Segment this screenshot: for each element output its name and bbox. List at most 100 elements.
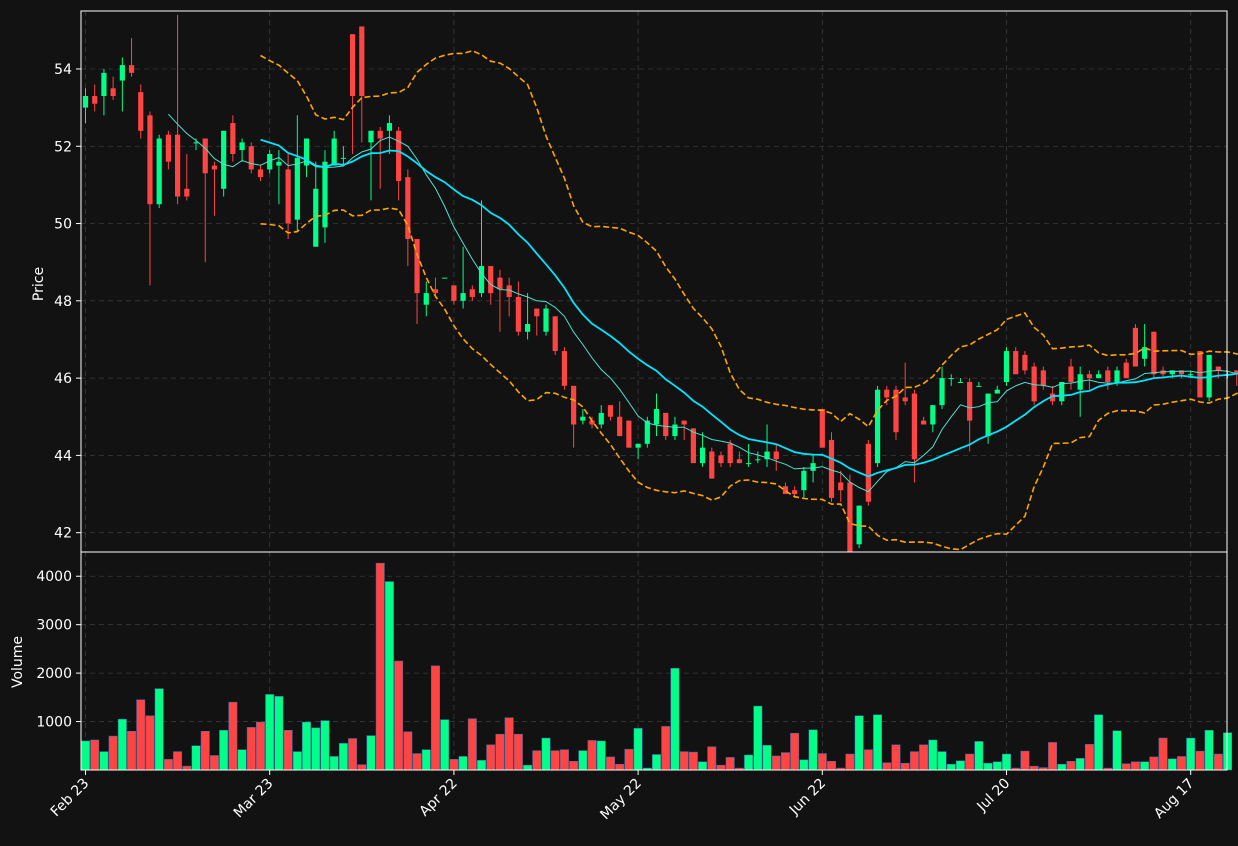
price-tick-label: 54 bbox=[54, 62, 72, 78]
candle-body bbox=[470, 289, 475, 297]
candle-body bbox=[930, 405, 935, 424]
volume-bar bbox=[993, 762, 1001, 770]
candle-body bbox=[580, 417, 585, 421]
volume-bar bbox=[965, 754, 973, 770]
volume-bar bbox=[809, 730, 817, 770]
candle-body bbox=[341, 158, 346, 159]
candle-body bbox=[1188, 374, 1193, 375]
candle-body bbox=[654, 409, 659, 424]
volume-tick-label: 3000 bbox=[36, 618, 72, 634]
volume-bar bbox=[367, 736, 375, 770]
candle-body bbox=[663, 413, 668, 436]
volume-bar bbox=[1085, 744, 1093, 770]
candle-body bbox=[1041, 370, 1046, 385]
candle-body bbox=[1022, 355, 1027, 370]
candle-body bbox=[1068, 367, 1073, 382]
volume-bar bbox=[754, 706, 762, 770]
candle-body bbox=[645, 421, 650, 444]
volume-bar bbox=[1214, 754, 1222, 770]
candle-body bbox=[599, 413, 604, 425]
volume-bar bbox=[394, 661, 402, 770]
candle-body bbox=[451, 285, 456, 300]
volume-bar bbox=[505, 718, 513, 770]
volume-bar bbox=[100, 752, 108, 770]
candle-body bbox=[1105, 370, 1110, 382]
candle-body bbox=[120, 65, 125, 80]
candle-body bbox=[359, 26, 364, 96]
candle-body bbox=[801, 471, 806, 490]
candle-body bbox=[875, 390, 880, 463]
volume-bar bbox=[137, 700, 145, 770]
volume-bar bbox=[1058, 764, 1066, 770]
volume-bar bbox=[358, 765, 366, 770]
volume-bar bbox=[404, 732, 412, 770]
volume-bar bbox=[910, 752, 918, 770]
candle-body bbox=[286, 169, 291, 223]
candle-body bbox=[516, 297, 521, 332]
candle-body bbox=[1013, 351, 1018, 374]
price-tick-label: 46 bbox=[54, 371, 72, 387]
candle-body bbox=[332, 139, 337, 166]
candle-body bbox=[350, 34, 355, 96]
volume-bar bbox=[229, 702, 237, 770]
candle-body bbox=[626, 421, 631, 448]
volume-bar bbox=[210, 755, 218, 770]
volume-bar bbox=[219, 730, 227, 770]
candle-body bbox=[295, 158, 300, 220]
volume-bar bbox=[321, 721, 329, 770]
candle-body bbox=[258, 169, 263, 177]
candle-body bbox=[958, 382, 963, 383]
volume-bar bbox=[339, 743, 347, 770]
candle-body bbox=[221, 131, 226, 189]
volume-bar bbox=[1094, 715, 1102, 770]
candle-body bbox=[838, 482, 843, 490]
volume-bar bbox=[1168, 759, 1176, 770]
volume-bar bbox=[1159, 738, 1167, 770]
candle-body bbox=[1124, 363, 1129, 378]
volume-bar bbox=[118, 719, 126, 770]
candle-body bbox=[230, 123, 235, 154]
volume-bar bbox=[560, 750, 568, 770]
volume-bar bbox=[293, 752, 301, 770]
volume-y-axis-label: Volume bbox=[10, 636, 26, 688]
price-tick-label: 48 bbox=[54, 294, 72, 310]
volume-bar bbox=[284, 730, 292, 770]
volume-bar bbox=[256, 722, 264, 770]
volume-bar bbox=[569, 761, 577, 770]
candle-body bbox=[378, 131, 383, 139]
candle-body bbox=[691, 428, 696, 463]
volume-bar bbox=[1048, 742, 1056, 770]
volume-bar bbox=[330, 756, 338, 770]
candle-body bbox=[239, 142, 244, 150]
candle-body bbox=[184, 189, 189, 197]
candle-body bbox=[903, 397, 908, 401]
volume-bar bbox=[348, 739, 356, 770]
candle-body bbox=[755, 459, 760, 460]
candle-body bbox=[83, 96, 88, 108]
candle-body bbox=[368, 131, 373, 143]
volume-bar bbox=[459, 756, 467, 770]
volume-bar bbox=[1113, 731, 1121, 770]
candle-body bbox=[442, 278, 447, 279]
candle-body bbox=[562, 351, 567, 386]
volume-tick-label: 2000 bbox=[36, 666, 72, 682]
candle-body bbox=[1216, 367, 1221, 371]
volume-bar bbox=[975, 741, 983, 770]
volume-bar bbox=[109, 736, 117, 770]
candle-body bbox=[857, 506, 862, 545]
candle-body bbox=[534, 309, 539, 317]
candle-body bbox=[608, 405, 613, 417]
volume-bar bbox=[800, 760, 808, 770]
candle-body bbox=[147, 115, 152, 204]
volume-bar bbox=[892, 745, 900, 770]
volume-bar bbox=[606, 757, 614, 770]
candle-body bbox=[792, 490, 797, 494]
volume-bar bbox=[938, 752, 946, 770]
volume-bar bbox=[312, 728, 320, 770]
volume-bar bbox=[956, 761, 964, 770]
candle-body bbox=[276, 162, 281, 166]
volume-bar bbox=[984, 763, 992, 770]
price-tick-label: 42 bbox=[54, 526, 72, 542]
volume-bar bbox=[1122, 764, 1130, 770]
